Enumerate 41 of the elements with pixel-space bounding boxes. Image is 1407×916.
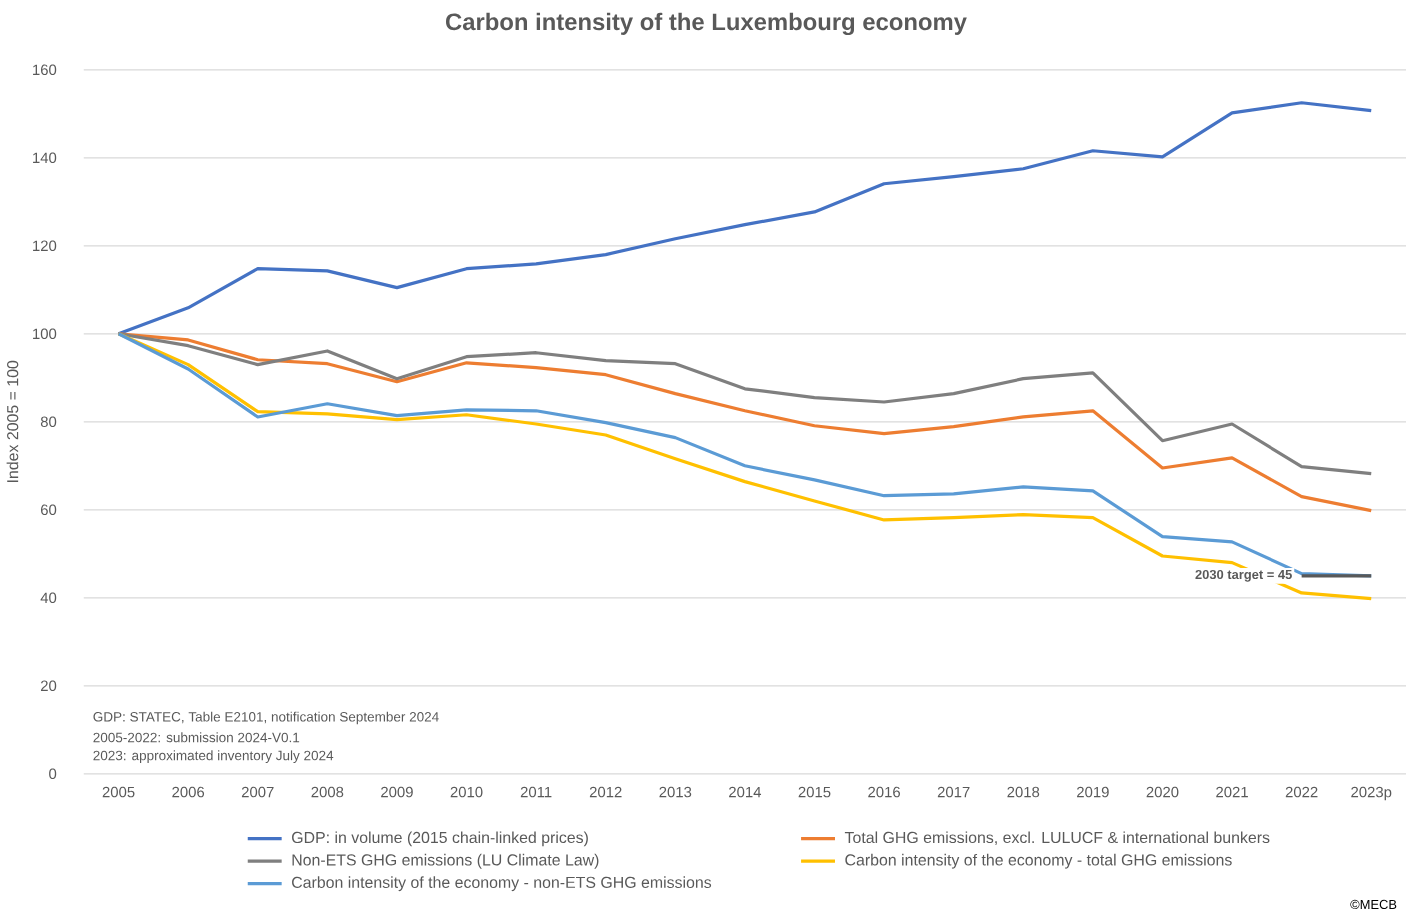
legend-label: GDP: in volume (2015 chain-linked prices) xyxy=(292,831,588,847)
x-tick-label: 2014 xyxy=(729,786,762,798)
y-tick-label: 20 xyxy=(40,680,57,692)
annotation: 2005-2022: submission 2024-V0.1 xyxy=(93,732,300,743)
x-tick-label: 2011 xyxy=(520,786,552,798)
x-tick-label: 2022 xyxy=(1285,786,1318,798)
x-tick-label: 2016 xyxy=(868,786,900,798)
x-tick-label: 2019 xyxy=(1077,786,1109,798)
line-series xyxy=(116,101,1373,336)
annotation: 2030 target = 45 xyxy=(1195,570,1292,582)
x-tick-label: 2015 xyxy=(798,786,831,798)
x-tick-label: 2023p xyxy=(1351,786,1392,801)
y-tick-label: 160 xyxy=(33,64,57,76)
y-tick-label: 60 xyxy=(40,504,57,516)
x-tick-label: 2012 xyxy=(589,786,622,798)
y-tick-label: 40 xyxy=(40,592,57,604)
legend-label: Non-ETS GHG emissions (LU Climate Law) xyxy=(292,854,599,869)
annotation: 2023: approximated inventory July 2024 xyxy=(93,750,334,764)
legend-label: Total GHG emissions, excl. LULUCF & international bunkers xyxy=(844,831,1270,846)
annotation: GDP: STATEC, Table E2101, notification September 2024 xyxy=(93,711,439,725)
y-tick-label: 80 xyxy=(40,416,57,428)
chart-title: Carbon intensity of the Luxembourg economy xyxy=(446,12,967,36)
x-tick-label: 2006 xyxy=(172,786,205,798)
x-tick-label: 2020 xyxy=(1146,786,1179,798)
x-tick-label: 2018 xyxy=(1007,786,1040,798)
x-tick-label: 2009 xyxy=(381,786,413,798)
y-tick-label: 0 xyxy=(49,768,57,780)
x-tick-label: 2021 xyxy=(1216,786,1248,798)
legend-label: Carbon intensity of the economy - total GHG emissions xyxy=(845,854,1232,869)
x-tick-label: 2005 xyxy=(102,786,135,798)
legend-label: Carbon intensity of the economy - non-ETS GHG emissions xyxy=(292,876,712,892)
x-tick-label: 2010 xyxy=(450,786,483,798)
x-tick-label: 2008 xyxy=(311,786,344,798)
y-tick-label: 120 xyxy=(33,240,57,252)
y-axis-title: Index 2005 = 100 xyxy=(6,360,19,483)
x-tick-label: 2013 xyxy=(659,786,692,798)
x-tick-label: 2007 xyxy=(241,786,274,798)
x-tick-label: 2017 xyxy=(937,786,970,798)
y-tick-label: 140 xyxy=(33,152,57,164)
y-tick-label: 100 xyxy=(33,328,57,340)
text: ©MECB xyxy=(1350,900,1397,910)
